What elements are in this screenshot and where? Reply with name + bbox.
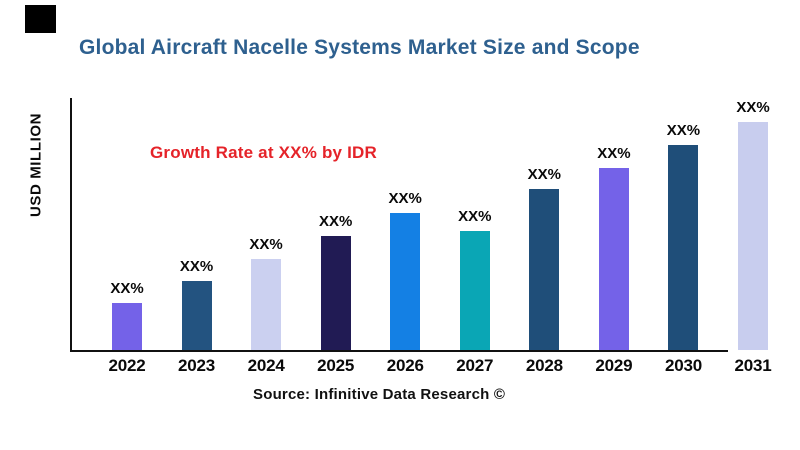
bar-value-label-2024: XX% [249, 236, 283, 253]
x-tick-label-2027: 2027 [456, 356, 494, 375]
x-tick-label-2028: 2028 [525, 356, 563, 375]
x-tick-label-2026: 2026 [386, 356, 424, 375]
y-axis-line [70, 98, 72, 352]
x-tick-label-2025: 2025 [317, 356, 355, 375]
bar-value-label-2027: XX% [458, 208, 492, 225]
bar-value-label-2023: XX% [179, 258, 214, 275]
bar-value-label-2029: XX% [597, 145, 631, 162]
bar-value-label-2031: XX% [736, 99, 770, 116]
y-axis-title: USD MILLION [27, 112, 45, 218]
bar-2028 [529, 189, 560, 350]
bar-2023 [181, 281, 212, 350]
source-attribution: Source: Infinitive Data Research © [253, 386, 506, 403]
x-tick-label-2030: 2030 [664, 356, 702, 375]
bar-2029 [598, 168, 629, 350]
bar-value-label-2028: XX% [527, 166, 562, 183]
x-tick-label-2029: 2029 [595, 356, 633, 375]
x-tick-label-2022: 2022 [108, 356, 146, 375]
bar-value-label-2025: XX% [318, 213, 353, 230]
bar-value-label-2022: XX% [110, 280, 144, 297]
bar-value-label-2030: XX% [666, 122, 701, 139]
bar-2024 [251, 259, 282, 350]
bar-2030 [668, 145, 699, 350]
bar-2025 [320, 236, 351, 350]
x-tick-label-2031: 2031 [734, 356, 772, 375]
bar-2027 [459, 231, 490, 350]
bar-2022 [112, 303, 142, 350]
x-tick-label-2023: 2023 [178, 356, 216, 375]
bar-2031 [738, 122, 769, 350]
x-axis-line [70, 350, 728, 352]
bar-2026 [390, 213, 421, 350]
bar-value-label-2026: XX% [388, 190, 422, 207]
chart-title: Global Aircraft Nacelle Systems Market S… [79, 36, 640, 59]
growth-rate-annotation: Growth Rate at XX% by IDR [150, 143, 377, 162]
x-tick-label-2024: 2024 [247, 356, 285, 375]
corner-mark [25, 5, 56, 33]
